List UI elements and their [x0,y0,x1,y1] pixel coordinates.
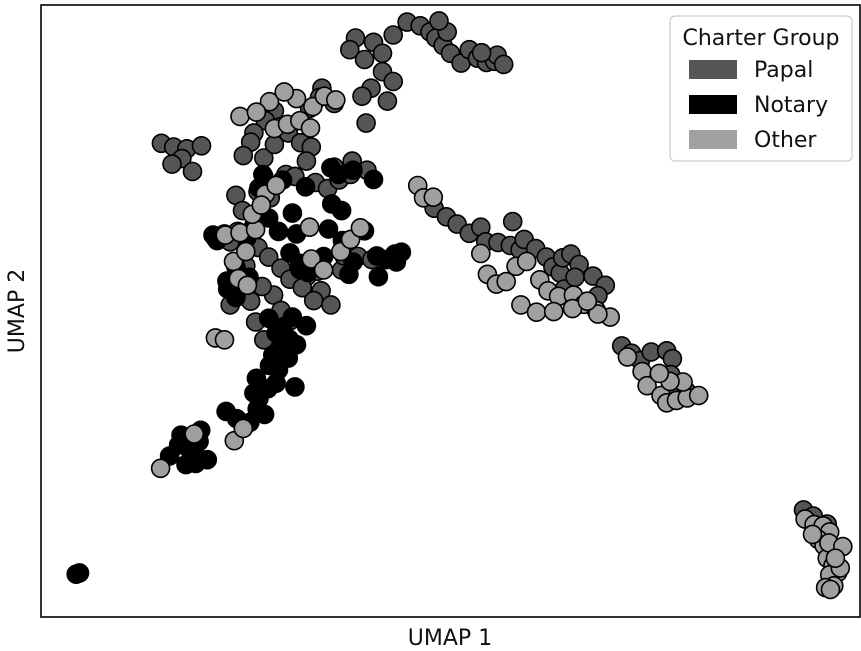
legend-label-notary: Notary [754,93,828,118]
legend-swatch-papal [689,60,737,79]
point-papal [383,71,404,92]
point-papal [233,145,254,166]
point-notary [249,388,269,409]
point-other [637,375,657,396]
point-notary [368,266,389,287]
point-other [820,579,841,600]
point-other [649,363,670,384]
y-axis-label: UMAP 2 [5,269,30,353]
point-notary [296,315,317,336]
point-papal [339,39,360,60]
point-other [301,249,322,269]
point-other [300,118,321,138]
point-other [470,243,491,264]
point-papal [429,11,449,31]
point-other [825,548,846,569]
point-other [617,347,638,367]
point-other [543,301,564,322]
point-papal [565,267,585,288]
point-notary [286,334,307,355]
point-papal [182,161,203,182]
points-layer [66,11,853,600]
point-papal [372,43,393,64]
point-other [350,218,371,238]
point-notary [197,449,218,470]
point-other [184,424,204,444]
point-other [230,222,250,243]
legend-label-other: Other [754,128,817,153]
point-other [299,217,320,237]
point-other [688,385,709,406]
point-notary [295,177,316,197]
point-other [230,106,250,127]
point-papal [377,91,398,111]
point-other [325,90,346,110]
point-other [259,91,280,112]
point-other [214,329,235,350]
point-other [237,275,258,296]
point-papal [383,25,404,45]
plot-frame [40,4,861,618]
point-other [313,260,334,280]
point-notary [331,200,352,221]
point-papal [296,151,317,171]
point-other [274,82,295,102]
point-other [511,295,531,315]
point-other [577,291,598,312]
point-notary [246,368,267,389]
point-papal [471,42,492,63]
legend-swatch-notary [689,95,737,114]
legend-box [669,15,853,162]
point-papal [502,211,523,232]
point-papal [352,86,372,106]
point-other [246,102,267,122]
point-other [496,271,517,292]
legend-label-papal: Papal [754,58,813,83]
point-other [526,302,547,323]
point-notary [66,564,86,585]
legend-entries: Papal Notary Other [689,58,828,153]
legend-swatch-other [689,130,737,149]
x-axis-label: UMAP 1 [408,626,492,651]
point-other [150,458,171,479]
point-other [266,175,286,196]
point-notary [258,308,279,329]
point-papal [493,54,514,75]
point-other [423,187,444,207]
point-other [516,251,537,272]
point-notary [259,355,280,376]
point-notary [339,264,359,285]
point-notary [363,169,384,190]
point-other [251,195,272,215]
point-papal [356,113,376,133]
point-notary [318,219,339,239]
point-notary [386,252,407,272]
point-papal [354,49,375,70]
point-papal [191,136,212,156]
point-notary [268,221,289,242]
point-papal [258,247,279,267]
legend: Charter Group Papal Notary Other [669,15,853,162]
point-other [233,418,254,439]
point-notary [343,160,363,180]
point-papal [321,295,341,315]
point-papal [303,290,324,311]
point-other [802,524,823,545]
point-other [236,241,256,262]
point-notary [285,377,305,397]
point-other [588,304,608,324]
point-notary [282,203,303,223]
legend-title: Charter Group [682,26,839,51]
point-papal [162,154,182,174]
